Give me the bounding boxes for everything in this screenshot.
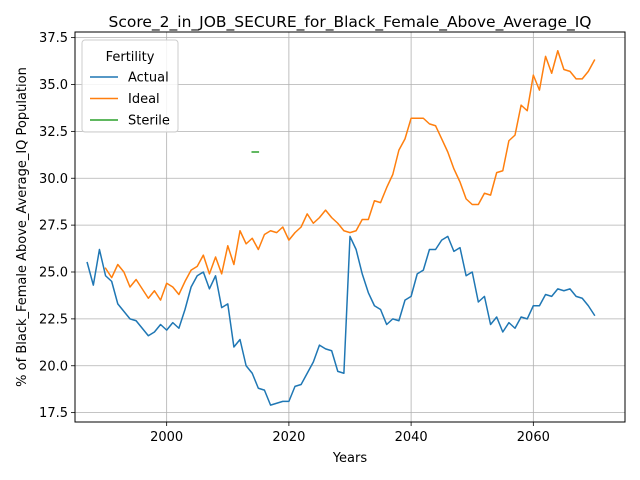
legend-label-ideal: Ideal: [128, 92, 160, 107]
y-tick-label: 37.5: [39, 31, 68, 46]
y-tick-label: 35.0: [39, 78, 68, 93]
x-tick-label: 2040: [395, 430, 428, 445]
legend-label-sterile: Sterile: [128, 114, 170, 129]
x-tick-label: 2020: [272, 430, 305, 445]
legend-title: Fertility: [106, 50, 155, 65]
y-tick-label: 27.5: [39, 219, 68, 234]
legend-label-actual: Actual: [128, 71, 169, 86]
y-tick-label: 17.5: [39, 406, 68, 421]
x-axis-label: Years: [332, 451, 368, 466]
chart-title: Score_2_in_JOB_SECURE_for_Black_Female_A…: [108, 13, 591, 32]
legend: Fertility Actual Ideal Sterile: [82, 40, 178, 132]
x-tick-label: 2060: [517, 430, 550, 445]
y-tick-label: 22.5: [39, 312, 68, 327]
y-tick-label: 25.0: [39, 266, 68, 281]
y-tick-label: 30.0: [39, 172, 68, 187]
y-axis-label: % of Black_Female Above_Average_IQ Popul…: [15, 67, 30, 387]
x-tick-label: 2000: [150, 430, 183, 445]
y-tick-label: 32.5: [39, 125, 68, 140]
y-tick-label: 20.0: [39, 359, 68, 374]
